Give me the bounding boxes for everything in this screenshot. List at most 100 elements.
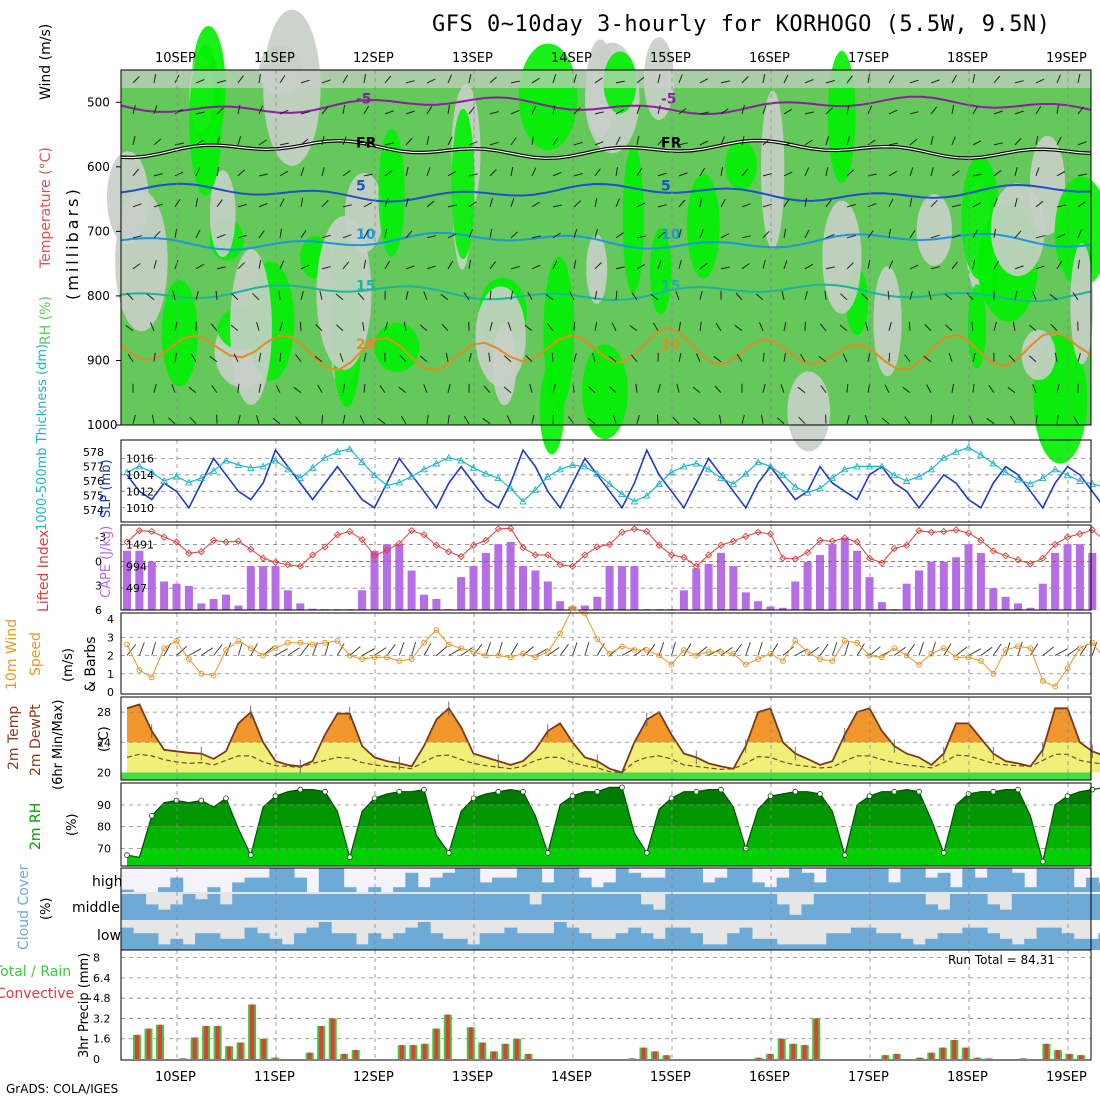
wind-barb xyxy=(237,262,245,270)
rh-marker xyxy=(445,850,452,856)
wind-barb xyxy=(696,353,701,362)
wind-marker xyxy=(829,658,836,664)
wind-barb xyxy=(405,197,409,207)
rh-field-blob xyxy=(582,344,628,440)
wind-barb xyxy=(1035,200,1044,208)
lifted-marker xyxy=(964,529,973,537)
wind-barb xyxy=(629,324,638,332)
wind-barb xyxy=(736,353,743,363)
wind-barb xyxy=(1056,383,1060,393)
wind-barb xyxy=(783,352,786,362)
wind-barb xyxy=(615,290,618,300)
rh-field-blob xyxy=(990,183,1045,277)
profile-day-grid xyxy=(176,70,1069,425)
wind-barb xyxy=(594,168,601,177)
rh-field-blob xyxy=(492,324,517,406)
wind-marker xyxy=(656,652,662,659)
lifted-marker xyxy=(655,541,663,549)
cloud-cell xyxy=(281,944,295,950)
rh-top-band xyxy=(121,70,1091,88)
cape-bar xyxy=(840,537,849,610)
thickness-marker xyxy=(890,471,899,479)
wind-barb xyxy=(447,136,453,146)
slp-series-line xyxy=(126,448,1100,510)
cape-bar xyxy=(791,581,800,610)
lifted-axis-label: Lifted Index xyxy=(36,530,52,612)
wind-barb xyxy=(783,142,793,146)
thickness-marker xyxy=(1038,474,1047,482)
cloud-cell xyxy=(516,868,530,892)
rh-field-blob xyxy=(586,234,608,304)
precip-convective-bar xyxy=(630,1058,634,1059)
wind-barb xyxy=(531,135,534,145)
cloud-cell xyxy=(256,894,270,920)
wind-marker xyxy=(755,656,761,662)
surface-wind-barb xyxy=(126,644,137,656)
wind-barb xyxy=(699,197,703,207)
wind-barb xyxy=(426,167,431,177)
cloud-cell xyxy=(368,887,382,892)
cloud-cell xyxy=(888,933,901,950)
rh-tick-label: 80 xyxy=(97,821,111,834)
cloud-cell xyxy=(813,944,827,950)
wind-barb xyxy=(1035,414,1038,424)
wind-barb xyxy=(951,104,955,114)
precip-convective-bar xyxy=(986,1058,991,1059)
wind-barb xyxy=(615,266,625,270)
precip-tick-label: 3.2 xyxy=(93,1012,111,1025)
rh-marker xyxy=(322,788,328,795)
wind-barb xyxy=(713,355,722,363)
surface-wind-barb xyxy=(510,643,518,656)
wind-barb xyxy=(678,142,688,146)
wind-barb xyxy=(735,292,743,301)
wind-barb xyxy=(384,198,389,208)
wind-barb xyxy=(825,199,832,208)
wind-barb xyxy=(867,352,871,362)
wind-marker xyxy=(161,645,168,652)
precip-convective-bar xyxy=(146,1028,151,1059)
cloud-cell xyxy=(949,894,963,920)
surface-wind-barb xyxy=(831,642,838,656)
wind-barb xyxy=(426,265,436,270)
bottom-date-label: 17SEP xyxy=(848,1070,889,1085)
wind-barb xyxy=(231,293,239,301)
rh-field-blob xyxy=(967,284,987,369)
lifted-markers xyxy=(123,524,1096,570)
rh-marker xyxy=(421,786,427,793)
lifted-tick-label: 6 xyxy=(95,604,102,617)
lifted-marker xyxy=(432,541,441,549)
wind-barb xyxy=(258,352,262,362)
wind-barb xyxy=(825,80,835,84)
wind-barb xyxy=(993,142,1003,146)
rh-field-blob xyxy=(1070,243,1094,365)
wind-barb xyxy=(1056,414,1059,424)
wind-barb xyxy=(846,136,851,146)
rh-field-blob xyxy=(725,140,757,190)
precip-convective-bar xyxy=(250,1004,255,1059)
wind-barb xyxy=(951,136,956,146)
wind-marker xyxy=(495,652,502,659)
rh-marker xyxy=(248,852,254,858)
cloud-cell xyxy=(219,904,233,920)
thickness-marker xyxy=(444,453,453,461)
wind-barb xyxy=(419,355,428,363)
lifted-marker xyxy=(630,525,639,533)
wind-barb xyxy=(1012,321,1016,331)
cloud-cell xyxy=(801,944,815,950)
wind-barb xyxy=(1056,233,1066,239)
wind-barb xyxy=(762,383,766,393)
wind-marker xyxy=(198,670,205,677)
temperature-contour xyxy=(120,283,1092,303)
precip-frame xyxy=(120,949,1092,1061)
cloud-cell xyxy=(962,927,976,950)
rh-marker xyxy=(124,852,130,858)
surface-wind-barb xyxy=(1042,646,1055,656)
wind-barb xyxy=(237,75,244,84)
wind-barb xyxy=(1032,384,1037,393)
rh-field-blob xyxy=(316,216,372,370)
rh-markers xyxy=(124,784,1096,865)
wind-barb xyxy=(908,321,911,331)
temp-tick-label: 28 xyxy=(97,706,111,719)
cloud-cell xyxy=(553,868,567,892)
cloud-cell xyxy=(504,877,518,892)
